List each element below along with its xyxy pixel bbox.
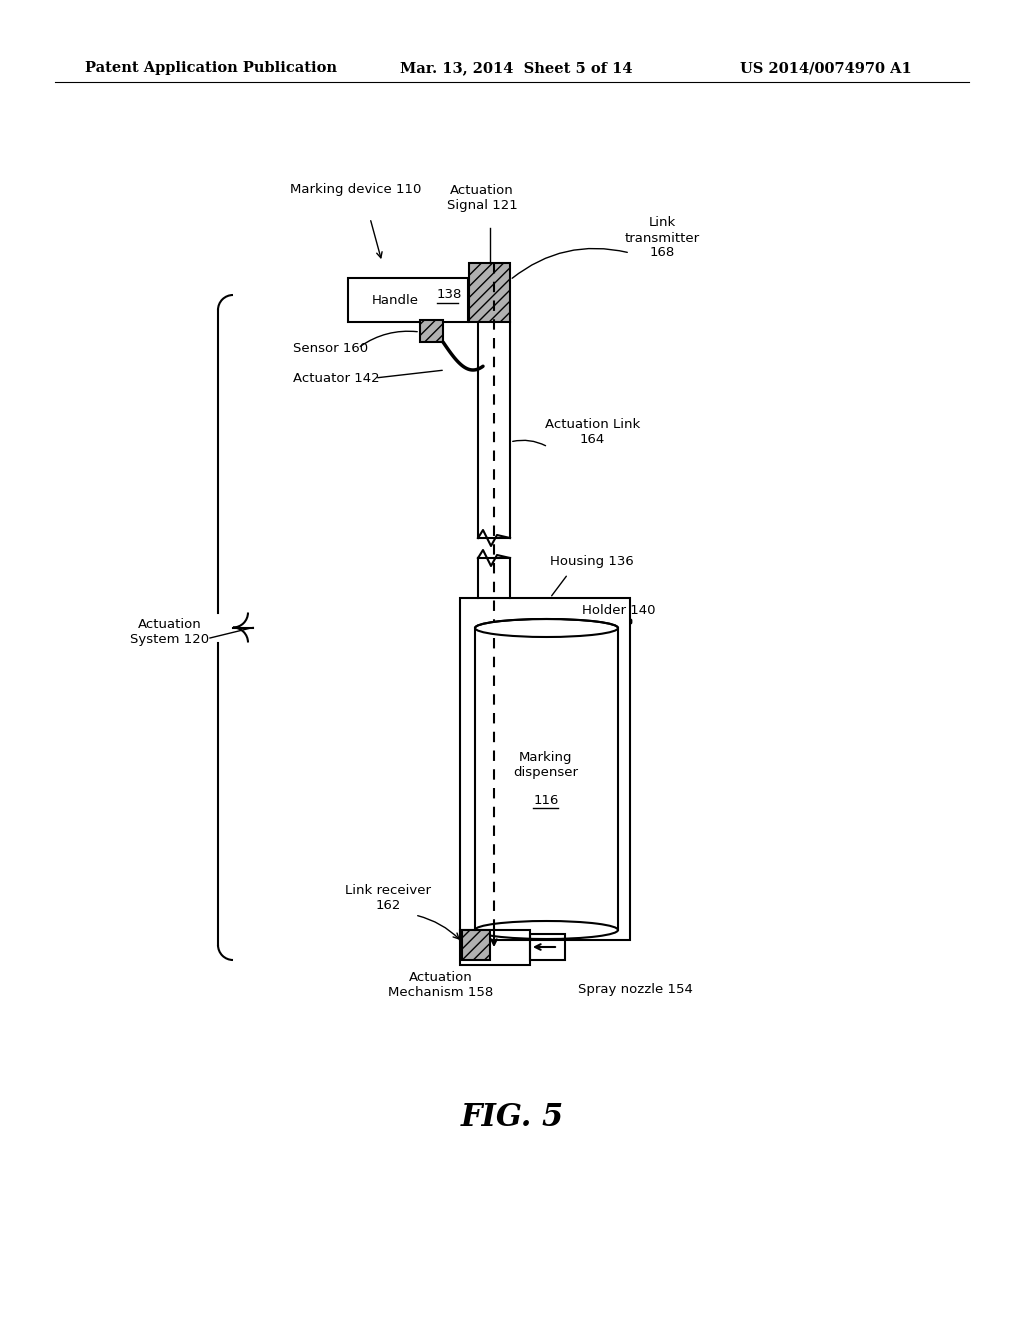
Text: Actuation
Mechanism 158: Actuation Mechanism 158	[388, 972, 494, 999]
Text: Link receiver
162: Link receiver 162	[345, 884, 431, 912]
Text: Handle: Handle	[372, 293, 419, 306]
Ellipse shape	[475, 619, 618, 638]
Text: Holder 140: Holder 140	[582, 603, 655, 616]
Text: Spray nozzle 154: Spray nozzle 154	[578, 983, 693, 997]
Polygon shape	[469, 263, 510, 322]
Text: Link
transmitter
168: Link transmitter 168	[625, 216, 700, 260]
Polygon shape	[420, 319, 443, 342]
Text: Actuation Link
164: Actuation Link 164	[545, 418, 640, 446]
Text: Actuation
System 120: Actuation System 120	[130, 618, 209, 645]
Text: Marking
dispenser: Marking dispenser	[513, 751, 579, 779]
Text: Mar. 13, 2014  Sheet 5 of 14: Mar. 13, 2014 Sheet 5 of 14	[400, 61, 633, 75]
Text: 116: 116	[534, 793, 559, 807]
Text: 138: 138	[437, 289, 463, 301]
Text: US 2014/0074970 A1: US 2014/0074970 A1	[740, 61, 911, 75]
Polygon shape	[462, 931, 490, 960]
Text: Sensor 160: Sensor 160	[293, 342, 368, 355]
Text: FIG. 5: FIG. 5	[461, 1102, 563, 1134]
Text: Actuator 142: Actuator 142	[293, 371, 380, 384]
Text: Marking device 110: Marking device 110	[290, 183, 421, 197]
Text: Patent Application Publication: Patent Application Publication	[85, 61, 337, 75]
Text: Actuation
Signal 121: Actuation Signal 121	[446, 183, 517, 213]
Text: Housing 136: Housing 136	[550, 556, 634, 569]
